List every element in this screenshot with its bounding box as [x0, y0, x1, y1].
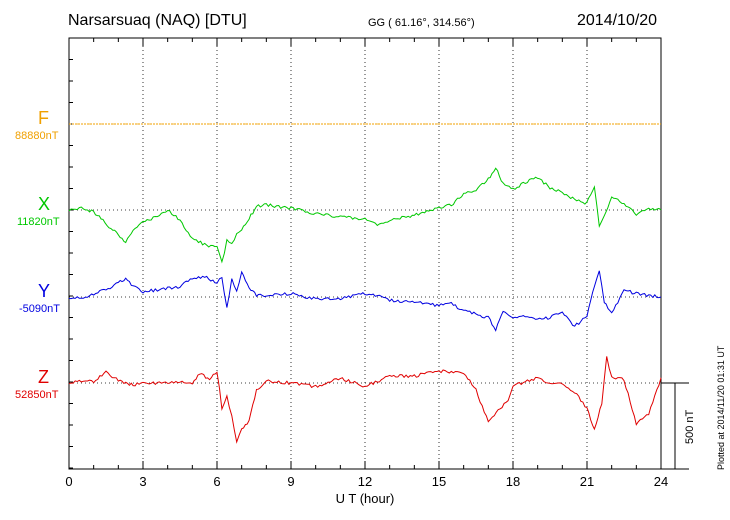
- chart-date: 2014/10/20: [577, 12, 658, 29]
- component-y-baseline: -5090nT: [19, 303, 60, 315]
- scale-label: 500 nT: [684, 409, 696, 444]
- x-axis-label: U T (hour): [336, 491, 395, 506]
- series-z-line: [68, 356, 662, 444]
- x-tick-label-2: 6: [213, 474, 220, 489]
- component-x-baseline: 11820nT: [17, 216, 60, 228]
- x-tick-label-1: 3: [139, 474, 146, 489]
- grid: [69, 38, 661, 469]
- station-title: Narsarsuaq (NAQ) [DTU]: [68, 12, 247, 29]
- x-tick-label-0: 0: [65, 474, 72, 489]
- component-x-letter: X: [38, 194, 51, 214]
- series-group: [68, 123, 662, 444]
- x-tick-label-3: 9: [287, 474, 294, 489]
- component-z-baseline: 52850nT: [15, 389, 59, 401]
- component-y-letter: Y: [38, 281, 51, 301]
- component-f-letter: F: [38, 108, 49, 128]
- x-tick-label-8: 24: [654, 474, 668, 489]
- station-coords: GG ( 61.16°, 314.56°): [368, 17, 475, 29]
- series-x-line: [68, 167, 662, 264]
- x-tick-label-5: 15: [432, 474, 446, 489]
- series-y-line: [68, 270, 662, 332]
- axis-ticks: 0 3 6 9 12 15 18 21 24: [65, 37, 668, 489]
- x-tick-label-4: 12: [358, 474, 372, 489]
- scale-bar: [661, 382, 689, 470]
- component-z-letter: Z: [38, 367, 49, 387]
- x-tick-label-7: 21: [580, 474, 594, 489]
- component-f-baseline: 88880nT: [15, 130, 59, 142]
- x-tick-label-6: 18: [506, 474, 520, 489]
